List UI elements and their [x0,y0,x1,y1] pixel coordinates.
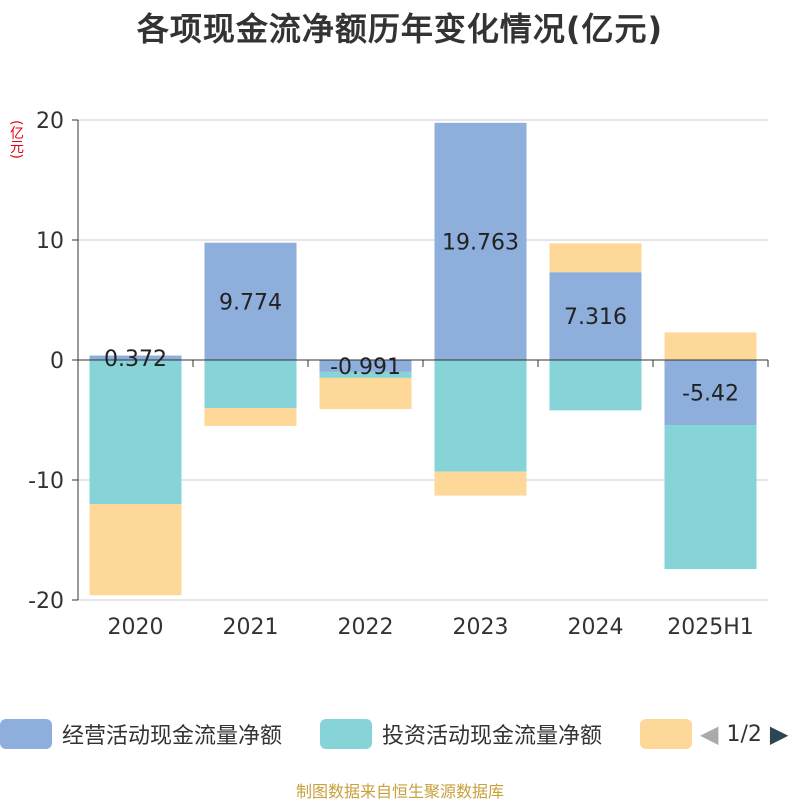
bar-financing-2020[interactable] [89,504,182,596]
bar-investing-2020[interactable] [89,360,182,504]
y-tick-label: 0 [50,349,64,374]
grid-layer [78,119,768,601]
bar-financing-2025H1[interactable] [664,332,757,360]
y-tick-label: -20 [28,589,64,614]
triangle-left-icon[interactable]: ◀ [700,720,719,748]
bars-layer [89,122,757,596]
legend-item-investing[interactable]: 投资活动现金流量净额 [320,716,602,752]
x-tick-label: 2020 [108,615,164,640]
bar-operating-2022[interactable] [319,360,412,372]
y-axis-unit-label: (亿元) [8,120,24,159]
bar-investing-2025H1[interactable] [664,425,757,570]
legend-label-operating: 经营活动现金流量净额 [62,724,283,749]
bar-financing-2021[interactable] [204,408,297,426]
bar-investing-2021[interactable] [204,360,297,408]
triangle-right-icon[interactable]: ▶ [769,720,789,748]
legend-label-investing: 投资活动现金流量净额 [382,724,603,749]
x-tick-label: 2023 [453,615,509,640]
legend-swatch-financing [640,719,692,749]
page-title: 各项现金流净额历年变化情况(亿元) [136,10,664,48]
y-tick-label: 20 [36,109,64,134]
bar-financing-2023[interactable] [434,471,527,496]
legend-swatch-investing [320,719,372,749]
y-tick-label: 10 [36,229,64,254]
x-tick-label: 2024 [568,615,624,640]
data-label: -5.42 [682,382,739,407]
data-label: 9.774 [219,290,282,315]
data-label: 0.372 [104,347,167,372]
bar-financing-2024[interactable] [549,243,642,273]
y-tick-label: -10 [28,469,64,494]
legend-pager: ◀ 1/2 ▶ [700,716,788,752]
bar-investing-2022[interactable] [319,371,412,378]
cash-flow-chart: 20 10 0 -10 -20 2020 2021 2022 2023 2024 2025H1 0.… [28,109,769,640]
axis-layer: 20 10 0 -10 -20 2020 2021 2022 2023 2024 2025H1 [28,109,769,640]
bar-investing-2024[interactable] [549,360,642,411]
data-label: 19.763 [442,230,519,255]
bar-investing-2023[interactable] [434,360,527,472]
legend-swatch-operating [0,719,52,749]
bar-operating-2020[interactable] [89,355,182,360]
legend-item-operating[interactable]: 经营活动现金流量净额 [0,716,282,752]
data-label: 7.316 [564,305,627,330]
data-label: -0.991 [330,355,401,380]
bar-operating-2024[interactable] [549,272,642,360]
x-tick-label: 2021 [223,615,279,640]
bar-financing-2022[interactable] [319,377,412,410]
legend-item-financing[interactable] [640,716,702,752]
source-note: 制图数据来自恒生聚源数据库 [295,782,504,801]
x-tick-label: 2022 [338,615,394,640]
bar-operating-2025H1[interactable] [664,360,757,426]
bar-operating-2021[interactable] [204,242,297,360]
labels-layer: 0.372 9.774 -0.991 19.763 7.316 -5.42 [104,230,739,406]
legend-page-indicator: 1/2 [726,721,762,747]
x-tick-label: 2025H1 [667,615,754,640]
legend: 经营活动现金流量净额 投资活动现金流量净额 ◀ 1/2 ▶ [0,716,800,756]
bar-operating-2023[interactable] [434,122,527,361]
